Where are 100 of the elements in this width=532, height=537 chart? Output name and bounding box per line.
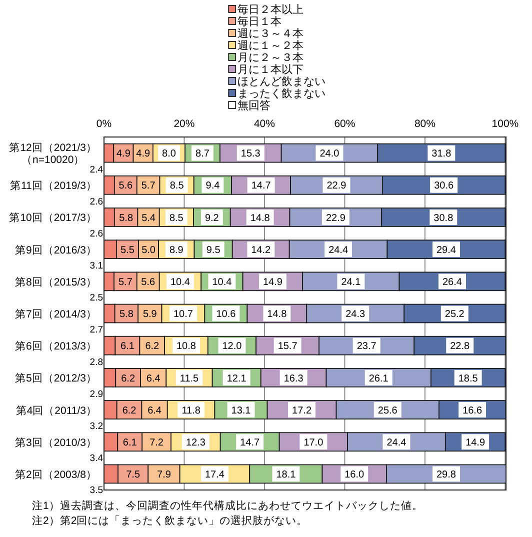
data-label: 29.4 <box>436 244 456 256</box>
data-label: 5.7 <box>118 277 133 288</box>
data-label: 5.5 <box>120 244 135 256</box>
data-label: 22.9 <box>326 180 347 192</box>
data-label: 9.2 <box>204 212 220 224</box>
data-label: 8.0 <box>162 148 176 160</box>
data-label: 2.6 <box>90 196 103 208</box>
data-label: 9.5 <box>206 244 221 256</box>
data-label: 26.4 <box>442 277 462 288</box>
data-label: 9.4 <box>206 180 220 192</box>
y-tick-label: 第11回（2019/3） <box>10 180 97 192</box>
data-label: 14.9 <box>262 277 283 288</box>
data-label: 14.9 <box>466 437 486 448</box>
data-label: 4.9 <box>116 148 131 160</box>
data-label: 26.1 <box>368 373 389 384</box>
data-label: 31.8 <box>432 148 452 160</box>
data-label: 16.3 <box>284 373 304 384</box>
data-label: 15.7 <box>278 341 298 352</box>
data-label: 17.4 <box>204 470 225 481</box>
data-label: 8.5 <box>170 180 184 192</box>
data-label: 24.3 <box>346 309 366 320</box>
x-tick-label: 0% <box>96 118 112 130</box>
data-label: 18.5 <box>458 373 478 384</box>
data-label: 2.4 <box>90 164 103 176</box>
data-label: 6.2 <box>122 405 137 416</box>
data-label: 10.4 <box>212 277 232 288</box>
data-label: 14.2 <box>251 244 272 256</box>
data-label: 14.7 <box>251 180 272 192</box>
legend-label: まったく飲まない <box>238 88 326 100</box>
data-label: 5.6 <box>118 180 134 192</box>
data-label: 24.0 <box>320 148 340 160</box>
data-label: 7.5 <box>126 470 140 481</box>
legend-label: 毎日２本以上 <box>238 3 304 16</box>
data-label: 14.8 <box>250 212 270 224</box>
y-tick-label: 第10回（2017/3） <box>9 212 97 224</box>
y-tick-label: 第6回（2013/3） <box>15 340 97 353</box>
data-label: 5.8 <box>119 212 134 224</box>
data-label: 6.4 <box>146 373 161 384</box>
data-label: 2.6 <box>90 228 103 240</box>
data-label: 2.8 <box>90 356 103 368</box>
data-label: 2.9 <box>90 388 103 400</box>
data-label: 24.4 <box>386 437 407 448</box>
data-label: 7.2 <box>150 437 164 448</box>
data-label: 22.8 <box>450 341 470 352</box>
legend-label: 毎日１本 <box>238 15 282 28</box>
data-label: 30.6 <box>434 180 454 192</box>
data-label: 6.1 <box>120 341 135 352</box>
y-tick-label: 第4回（2011/3） <box>16 404 97 417</box>
data-label: 29.8 <box>436 470 456 481</box>
data-label: 15.3 <box>240 148 261 160</box>
data-label: 4.9 <box>136 148 151 160</box>
data-label: 11.5 <box>180 373 200 384</box>
x-tick-label: 80% <box>414 118 436 130</box>
data-label: 17.2 <box>292 405 312 416</box>
data-label: 14.7 <box>240 437 260 448</box>
data-label: 6.4 <box>148 405 162 416</box>
y-tick-label: 第2回（2003/8） <box>15 468 97 481</box>
data-label: 5.8 <box>120 309 134 320</box>
data-label: 11.8 <box>182 405 201 416</box>
data-label: 13.1 <box>231 405 252 416</box>
y-tick-label: 第7回（2014/3） <box>15 308 97 320</box>
data-label: 18.1 <box>276 470 296 481</box>
y-tick-label: 第8回（2015/3） <box>15 276 97 288</box>
data-label: 16.0 <box>344 470 365 481</box>
y-tick-label: 第12回（2021/3）（n=10020） <box>9 142 97 166</box>
data-label: 3.5 <box>90 485 103 496</box>
data-label: 5.6 <box>141 277 156 288</box>
notes: 注1）過去調査は、今回調査の性年代構成比にあわせてウエイトバックした値。 注2）第2回には「まったく飲まない」の選択肢がない。 <box>32 500 423 527</box>
x-tick-label: 100% <box>492 118 519 130</box>
legend-label: 月に２～３本 <box>238 51 304 64</box>
data-label: 2.5 <box>90 292 103 304</box>
data-label: 23.7 <box>356 341 377 352</box>
x-tick-label: 20% <box>174 118 195 130</box>
data-label: 24.4 <box>328 244 348 256</box>
data-label: 12.1 <box>226 373 247 384</box>
data-label: 12.3 <box>186 437 206 448</box>
data-label: 22.9 <box>326 212 346 224</box>
data-label: 10.7 <box>174 309 194 320</box>
data-label: 24.1 <box>341 277 362 288</box>
data-label: 14.8 <box>267 309 288 320</box>
data-label: 8.9 <box>169 244 184 256</box>
data-label: 10.4 <box>170 277 190 288</box>
data-label: 5.9 <box>142 309 158 320</box>
data-label: 8.7 <box>196 148 210 160</box>
data-label: 5.7 <box>141 180 156 192</box>
data-label: 3.1 <box>90 260 103 272</box>
data-label: 3.4 <box>90 453 103 464</box>
data-label: 16.6 <box>462 405 482 416</box>
legend-label: 月に１本以下 <box>238 63 304 76</box>
y-tick-label: 第9回（2016/3） <box>15 244 97 256</box>
legend-label: 無回答 <box>238 100 271 112</box>
y-tick-label: 第5回（2012/3） <box>15 372 97 385</box>
data-label: 17.0 <box>304 437 324 448</box>
data-label: 6.1 <box>122 437 138 448</box>
data-label: 8.5 <box>169 212 184 224</box>
legend-label: ほとんど飲まない <box>238 76 326 88</box>
y-tick-label: 第3回（2010/3） <box>15 436 97 449</box>
data-label: 5.4 <box>142 212 156 224</box>
legend-label: 週に３～４本 <box>238 27 304 40</box>
x-tick-label: 40% <box>254 118 275 130</box>
